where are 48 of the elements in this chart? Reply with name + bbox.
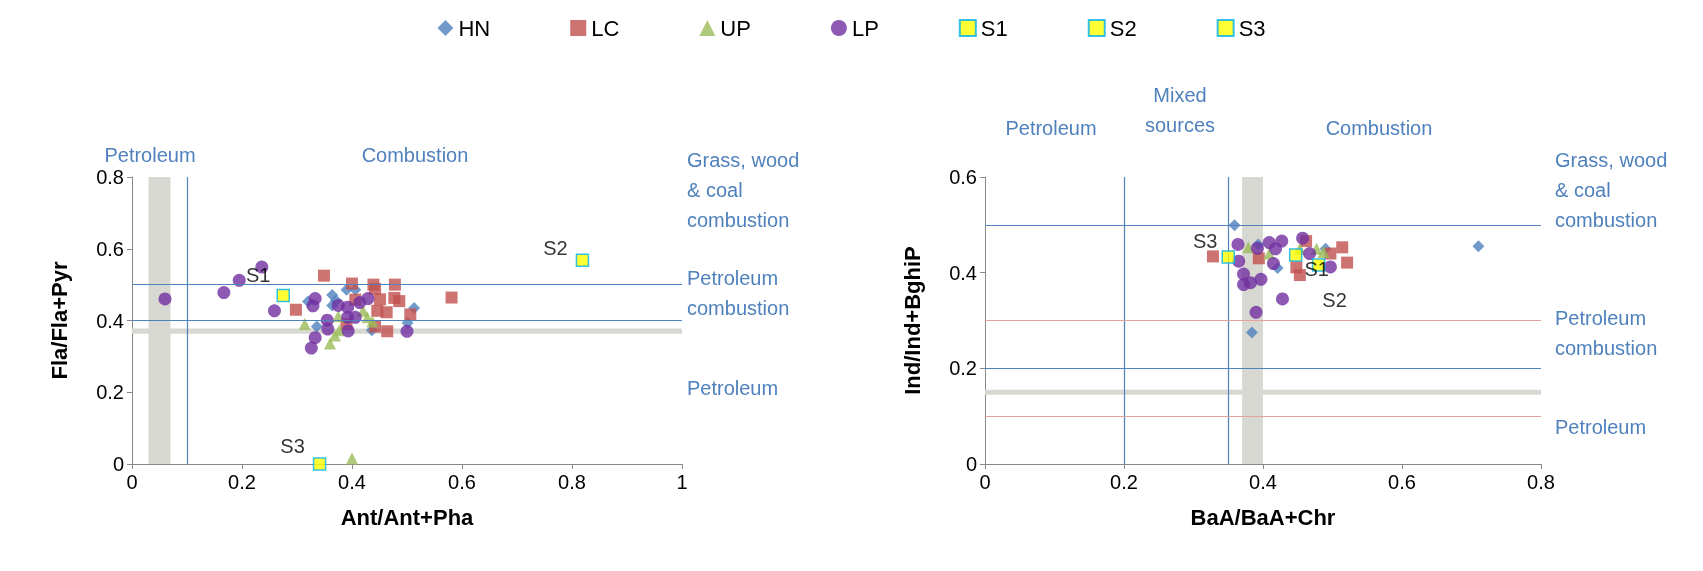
text: S1 <box>246 264 271 287</box>
text: Petroleum combustion <box>687 267 790 319</box>
y-tick-label: 0 <box>112 453 124 475</box>
y-tick-label: 0.4 <box>96 309 124 332</box>
series-label: S2 <box>1322 288 1347 311</box>
legend-label: S2 <box>1109 15 1137 41</box>
y-tick-label: 0 <box>965 453 977 475</box>
x-axis-title: Ant/Ant+Pha <box>340 504 475 530</box>
text: Grass, wood & coal combustion <box>1555 149 1668 231</box>
legend-label: LC <box>591 15 620 41</box>
y-axis-title: Ind/Ind+BghiP <box>899 246 925 395</box>
legend-label: HN <box>458 15 491 41</box>
x-tick-label: 0.6 <box>1388 471 1416 493</box>
text: S2 <box>543 237 568 260</box>
x-tick-label: 0.2 <box>1110 471 1138 493</box>
legend-label: S3 <box>1238 15 1266 41</box>
x-tick-label: 0.6 <box>448 471 476 493</box>
y-tick-label: 0.6 <box>96 237 124 260</box>
x-tick-label: 0.2 <box>228 471 256 493</box>
legend-label: UP <box>720 15 751 41</box>
x-tick-label: 0.4 <box>1249 471 1277 493</box>
x-axis-title: BaA/BaA+Chr <box>1190 504 1336 530</box>
x-tick-label: 0.8 <box>558 471 586 493</box>
x-tick-label: 0.4 <box>338 471 366 493</box>
text: Petroleum <box>104 144 196 166</box>
text: Combustion <box>1325 117 1433 139</box>
text: Petroleum combustion <box>1555 307 1658 359</box>
text: Petroleum <box>1005 117 1097 139</box>
x-tick-label: 0.8 <box>1527 471 1555 493</box>
y-tick-label: 0.6 <box>949 166 977 188</box>
y-tick-label: 0.2 <box>96 381 124 404</box>
y-axis-title: Fla/Fla+Pyr <box>46 261 72 380</box>
text: Mixed sources <box>1144 84 1216 136</box>
text: Petroleum <box>1555 416 1647 438</box>
text: S3 <box>280 435 305 457</box>
series-label: S3 <box>1193 229 1218 252</box>
legend-label: S1 <box>980 15 1008 41</box>
text: Combustion <box>361 144 469 166</box>
x-tick-label: 1 <box>676 471 688 493</box>
y-tick-label: 0.4 <box>949 261 977 284</box>
legend-label: LP <box>851 15 879 41</box>
text: Petroleum <box>687 377 779 399</box>
x-tick-label: 0 <box>126 471 138 493</box>
y-tick-label: 0.2 <box>949 357 977 380</box>
x-tick-label: 0 <box>979 471 991 493</box>
y-tick-label: 0.8 <box>96 166 124 188</box>
series-label: S1 <box>1304 257 1329 280</box>
text: Grass, wood & coal combustion <box>687 149 800 231</box>
